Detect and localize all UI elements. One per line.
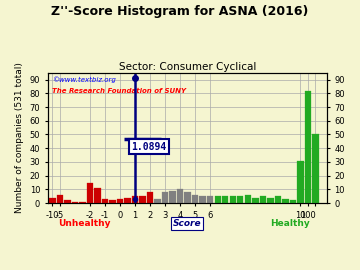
Bar xyxy=(170,191,176,203)
Bar xyxy=(147,192,153,203)
Bar xyxy=(199,196,206,203)
Bar xyxy=(102,199,108,203)
Bar xyxy=(184,192,191,203)
Bar xyxy=(252,198,258,203)
Bar xyxy=(215,196,221,203)
Text: ©www.textbiz.org: ©www.textbiz.org xyxy=(52,77,116,83)
Text: Healthy: Healthy xyxy=(271,219,310,228)
Text: Score: Score xyxy=(173,219,202,228)
Bar xyxy=(260,196,266,203)
Bar xyxy=(154,199,161,203)
Text: 1.0894: 1.0894 xyxy=(131,141,167,151)
Bar xyxy=(64,200,71,203)
Text: The Research Foundation of SUNY: The Research Foundation of SUNY xyxy=(52,88,186,94)
Bar xyxy=(267,198,274,203)
Bar xyxy=(237,196,243,203)
Bar xyxy=(222,196,229,203)
Bar xyxy=(305,90,311,203)
Bar xyxy=(177,189,183,203)
Text: Z''-Score Histogram for ASNA (2016): Z''-Score Histogram for ASNA (2016) xyxy=(51,5,309,18)
Bar xyxy=(230,196,236,203)
Bar xyxy=(282,199,289,203)
Bar xyxy=(132,196,138,203)
Bar xyxy=(192,195,198,203)
Text: Unhealthy: Unhealthy xyxy=(58,219,110,228)
Bar xyxy=(87,183,93,203)
Bar xyxy=(275,196,281,203)
Bar xyxy=(139,196,146,203)
Bar xyxy=(94,188,101,203)
Y-axis label: Number of companies (531 total): Number of companies (531 total) xyxy=(15,62,24,213)
Bar xyxy=(109,200,116,203)
Bar xyxy=(207,196,213,203)
Bar xyxy=(290,200,296,203)
Bar xyxy=(312,134,319,203)
Bar xyxy=(244,195,251,203)
Bar xyxy=(297,161,303,203)
Bar xyxy=(162,192,168,203)
Bar xyxy=(49,198,55,203)
Bar xyxy=(57,195,63,203)
Bar xyxy=(124,198,131,203)
Bar xyxy=(117,199,123,203)
Title: Sector: Consumer Cyclical: Sector: Consumer Cyclical xyxy=(118,62,256,72)
Bar xyxy=(79,202,86,203)
Bar xyxy=(72,202,78,203)
